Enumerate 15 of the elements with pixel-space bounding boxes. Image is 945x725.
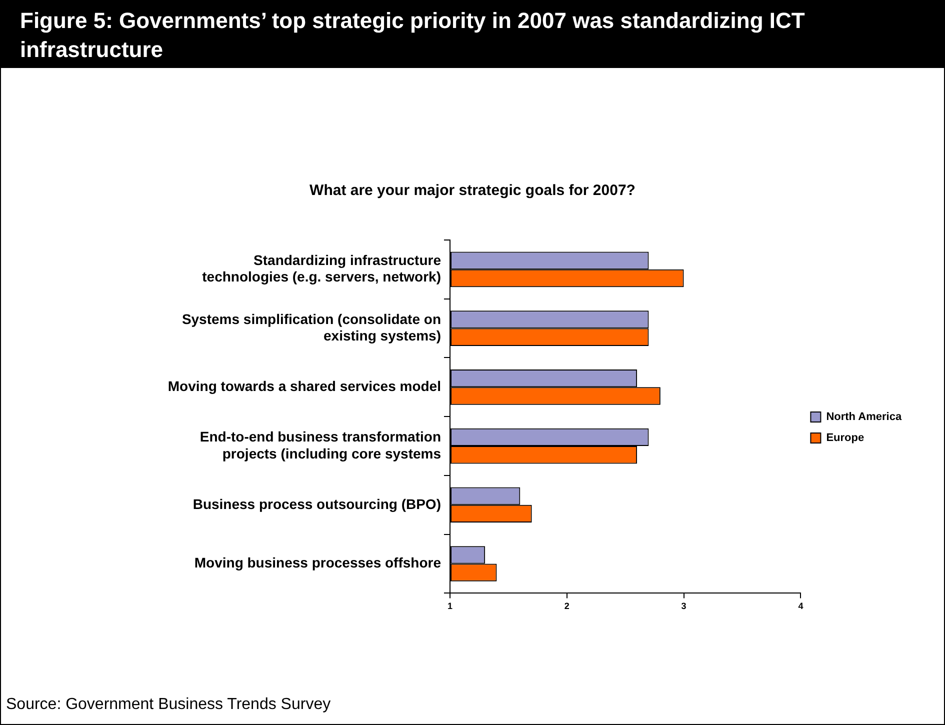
x-tick-label: 3	[681, 601, 686, 612]
x-tick-label: 2	[564, 601, 570, 612]
chart-subtitle: What are your major strategic goals for 2007?	[308, 182, 636, 199]
y-tick-label: Systems simplification (consolidate on existing systems)	[182, 310, 441, 344]
source-note: Source: Government Business Trends Survey	[6, 696, 331, 714]
chart-title: Figure 5: Governments’ top strategic priority in 2007 was standardizing ICT infrastructure	[0, 0, 945, 68]
y-tick-label: Moving business processes offshore	[194, 554, 442, 571]
y-tick-label: End-to-end business transformation projects (including core systems	[200, 428, 442, 462]
y-tick-label: Business process outsourcing (BPO)	[192, 496, 441, 512]
y-tick-label: Moving towards a shared services model	[168, 378, 441, 394]
y-tick-label: Standardizing infrastructure technologies (e.g. servers, network)	[202, 252, 442, 285]
x-tick-label: 4	[798, 601, 804, 612]
legend-label: Europe	[826, 432, 864, 444]
legend-label: North America	[826, 411, 902, 424]
x-tick-label: 1	[447, 601, 453, 612]
